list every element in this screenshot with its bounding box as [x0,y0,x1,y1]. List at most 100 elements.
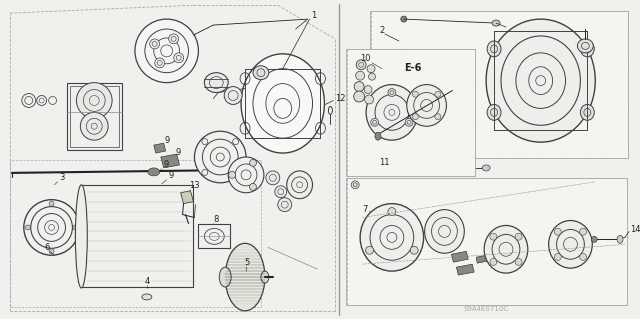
Text: 9: 9 [164,136,170,145]
Ellipse shape [482,165,490,171]
Ellipse shape [405,118,413,126]
Ellipse shape [49,249,54,254]
Ellipse shape [515,233,522,240]
Polygon shape [451,251,468,262]
Ellipse shape [375,132,381,140]
Polygon shape [180,191,193,204]
Ellipse shape [484,226,528,273]
Ellipse shape [261,271,269,283]
Ellipse shape [155,58,164,68]
Ellipse shape [287,171,312,199]
Ellipse shape [225,243,265,311]
Ellipse shape [617,235,623,243]
Text: 9: 9 [168,171,173,180]
Ellipse shape [364,85,372,93]
Ellipse shape [369,73,376,80]
Ellipse shape [148,168,160,176]
Ellipse shape [435,91,441,97]
Ellipse shape [367,65,375,73]
Text: S9A4E0710C: S9A4E0710C [463,306,509,312]
Text: 13: 13 [189,181,200,190]
Ellipse shape [591,236,597,242]
Ellipse shape [403,165,409,171]
Ellipse shape [424,210,464,253]
Ellipse shape [366,85,418,140]
Bar [370,11,628,158]
Ellipse shape [250,183,257,190]
Text: 3: 3 [59,173,64,182]
Text: 9: 9 [163,160,168,169]
Ellipse shape [135,19,198,83]
Text: 12: 12 [335,94,346,103]
Ellipse shape [351,181,359,189]
Bar [70,85,119,147]
Polygon shape [161,154,180,168]
Bar [67,83,122,150]
Bar [346,49,476,176]
Ellipse shape [253,66,269,80]
Ellipse shape [49,201,54,206]
Ellipse shape [354,91,365,102]
Ellipse shape [580,254,587,260]
Ellipse shape [224,86,242,104]
Text: 4: 4 [144,277,150,286]
Ellipse shape [412,91,419,97]
Text: 2: 2 [379,26,384,34]
Ellipse shape [278,198,292,211]
Text: 6: 6 [44,243,49,252]
Ellipse shape [220,267,231,287]
Ellipse shape [76,83,112,118]
Ellipse shape [241,54,324,153]
Ellipse shape [73,225,78,230]
Ellipse shape [204,73,228,93]
Ellipse shape [354,82,364,92]
Polygon shape [476,255,487,263]
Ellipse shape [407,85,447,126]
Ellipse shape [486,19,595,142]
Polygon shape [154,143,166,153]
Ellipse shape [580,228,587,235]
Ellipse shape [401,16,407,22]
Ellipse shape [169,34,179,44]
Text: 14: 14 [630,225,640,234]
Ellipse shape [356,71,365,80]
Ellipse shape [371,118,379,126]
Ellipse shape [81,112,108,140]
Ellipse shape [356,60,366,70]
Bar [393,59,433,77]
Ellipse shape [410,246,418,254]
Ellipse shape [195,131,246,183]
Ellipse shape [580,104,595,120]
Text: 11: 11 [379,159,390,167]
Ellipse shape [360,204,424,271]
Ellipse shape [365,246,374,254]
Ellipse shape [142,294,152,300]
Ellipse shape [580,41,595,57]
Ellipse shape [388,89,396,97]
Ellipse shape [435,114,441,120]
Text: 8: 8 [214,215,219,224]
Ellipse shape [487,104,501,120]
Ellipse shape [577,39,593,53]
Ellipse shape [173,53,184,63]
Ellipse shape [554,228,561,235]
Ellipse shape [388,208,396,216]
Ellipse shape [76,185,87,288]
Ellipse shape [492,20,500,26]
Text: 1: 1 [311,11,316,20]
Bar [198,225,230,248]
Ellipse shape [228,157,264,193]
Ellipse shape [487,41,501,57]
Text: 9: 9 [176,148,181,157]
Ellipse shape [275,186,287,198]
Ellipse shape [490,233,497,240]
Ellipse shape [412,114,419,120]
Ellipse shape [228,171,236,178]
Text: E-6: E-6 [404,63,421,73]
Bar [346,178,627,305]
Ellipse shape [26,225,30,230]
Ellipse shape [266,171,280,185]
Ellipse shape [515,258,522,265]
Text: 10: 10 [360,54,371,63]
Ellipse shape [150,39,159,49]
